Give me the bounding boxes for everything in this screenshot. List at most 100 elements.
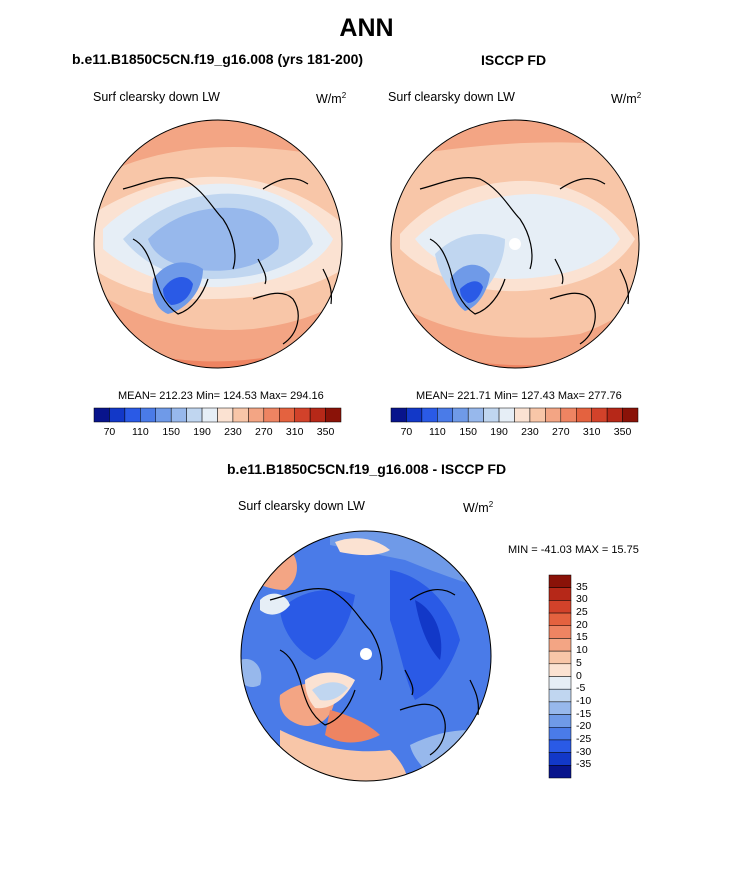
colorbar-tick-label: 70 — [400, 426, 413, 438]
colorbar-tick-label: -25 — [576, 732, 592, 745]
colorbar-swatch — [124, 407, 141, 423]
colorbar-swatch — [529, 407, 546, 423]
colorbar-swatch — [452, 407, 469, 423]
colorbar-swatch — [309, 407, 326, 423]
difference-stats: MIN = -41.03 MAX = 15.75 — [508, 544, 639, 556]
colorbar-swatch — [421, 407, 438, 423]
colorbar-difference-ticks: 35 30 25 20 15 10 5 0 -5 -10 -15 -20 -25 -30 -35 — [576, 575, 616, 778]
panel2-stats: MEAN= 221.71 Min= 127.43 Max= 277.76 — [416, 390, 622, 402]
colorbar-swatch — [548, 638, 572, 652]
colorbar-swatch — [140, 407, 156, 423]
colorbar-tick-label: 20 — [576, 618, 588, 631]
colorbar-tick-label: 190 — [193, 426, 211, 438]
colorbar-swatch — [591, 407, 608, 423]
colorbar-tick-label: 350 — [316, 426, 335, 438]
panel1-title: b.e11.B1850C5CN.f19_g16.008 (yrs 181-200… — [72, 51, 364, 67]
colorbar-tick-label: 270 — [552, 426, 570, 438]
colorbar-tick-label: 15 — [576, 631, 588, 644]
colorbar-tick-label: 110 — [428, 426, 446, 438]
colorbar-tick-label: 310 — [285, 426, 304, 438]
panel2-title: ISCCP FD — [481, 52, 547, 68]
colorbar-tick-label: -30 — [576, 745, 592, 758]
colorbar-swatch — [548, 739, 572, 753]
colorbar-swatch — [548, 625, 572, 639]
difference-units: W/m2 — [463, 500, 494, 516]
colorbar-tick-label: 70 — [103, 426, 116, 438]
colorbar-swatch — [201, 407, 218, 423]
colorbar-swatch — [232, 407, 249, 423]
colorbar-obs — [390, 407, 639, 423]
panel2-units: W/m2 — [611, 91, 642, 107]
colorbar-tick-label: 230 — [521, 426, 539, 438]
colorbar-swatch — [548, 574, 572, 588]
colorbar-swatch — [548, 688, 572, 703]
colorbar-swatch — [576, 407, 592, 423]
colorbar-tick-label: 150 — [459, 426, 477, 438]
colorbar-tick-label: -10 — [576, 694, 592, 707]
colorbar-swatch — [548, 663, 572, 677]
colorbar-swatch — [548, 727, 572, 741]
colorbar-tick-label: -35 — [576, 758, 592, 771]
polar-map-difference — [240, 530, 492, 782]
colorbar-tick-label: 190 — [490, 426, 508, 438]
colorbar-swatch — [217, 407, 234, 423]
difference-variable: Surf clearsky down LW — [238, 499, 365, 513]
polar-map-obs — [390, 119, 640, 369]
colorbar-tick-label: 10 — [576, 644, 588, 657]
colorbar-swatch — [390, 407, 407, 423]
colorbar-swatch — [548, 650, 572, 665]
colorbar-model-ticks: 70 110 150 190 230 270 310 350 — [94, 426, 341, 440]
colorbar-swatch — [548, 587, 572, 601]
colorbar-tick-label: -20 — [576, 720, 592, 733]
colorbar-swatch — [294, 407, 311, 423]
colorbar-tick-label: 5 — [576, 656, 582, 669]
colorbar-swatch — [548, 765, 572, 779]
colorbar-swatch — [514, 407, 531, 423]
colorbar-tick-label: 150 — [162, 426, 180, 438]
colorbar-swatch — [498, 407, 515, 423]
colorbar-swatch — [545, 407, 562, 423]
colorbar-swatch — [483, 407, 500, 423]
colorbar-swatch — [437, 407, 453, 423]
colorbar-swatch — [548, 612, 572, 626]
colorbar-swatch — [406, 407, 423, 423]
panel2-variable: Surf clearsky down LW — [388, 90, 515, 104]
colorbar-swatch — [560, 407, 577, 423]
colorbar-tick-label: -5 — [576, 682, 586, 695]
panel1-units: W/m2 — [316, 91, 347, 107]
colorbar-swatch — [548, 600, 572, 614]
colorbar-swatch — [186, 407, 203, 423]
panel1-stats: MEAN= 212.23 Min= 124.53 Max= 294.16 — [118, 390, 324, 402]
colorbar-swatch — [548, 676, 572, 690]
colorbar-model — [93, 407, 342, 423]
colorbar-swatch — [467, 407, 484, 423]
colorbar-tick-label: 230 — [224, 426, 242, 438]
colorbar-swatch — [109, 407, 126, 423]
colorbar-tick-label: 310 — [582, 426, 601, 438]
colorbar-difference — [548, 574, 572, 779]
colorbar-swatch — [155, 407, 172, 423]
panel1-variable: Surf clearsky down LW — [93, 90, 220, 104]
difference-title: b.e11.B1850C5CN.f19_g16.008 - ISCCP FD — [227, 461, 507, 477]
colorbar-swatch — [622, 407, 639, 423]
colorbar-swatch — [606, 407, 623, 423]
colorbar-swatch — [93, 407, 110, 423]
colorbar-swatch — [548, 752, 572, 766]
colorbar-swatch — [170, 407, 187, 423]
colorbar-tick-label: 110 — [131, 426, 149, 438]
polar-map-model — [93, 119, 343, 369]
main-title: ANN — [339, 14, 394, 42]
colorbar-swatch — [279, 407, 295, 423]
colorbar-tick-label: 350 — [613, 426, 632, 438]
colorbar-tick-label: 35 — [576, 580, 588, 593]
colorbar-tick-label: 25 — [576, 606, 588, 619]
colorbar-tick-label: 30 — [576, 593, 588, 606]
colorbar-tick-label: -15 — [576, 707, 592, 720]
colorbar-swatch — [548, 714, 572, 728]
colorbar-swatch — [263, 407, 280, 423]
colorbar-tick-label: 0 — [576, 669, 582, 682]
colorbar-obs-ticks: 70 110 150 190 230 270 310 350 — [391, 426, 638, 440]
colorbar-tick-label: 270 — [255, 426, 273, 438]
colorbar-swatch — [548, 701, 572, 715]
colorbar-swatch — [248, 407, 265, 423]
